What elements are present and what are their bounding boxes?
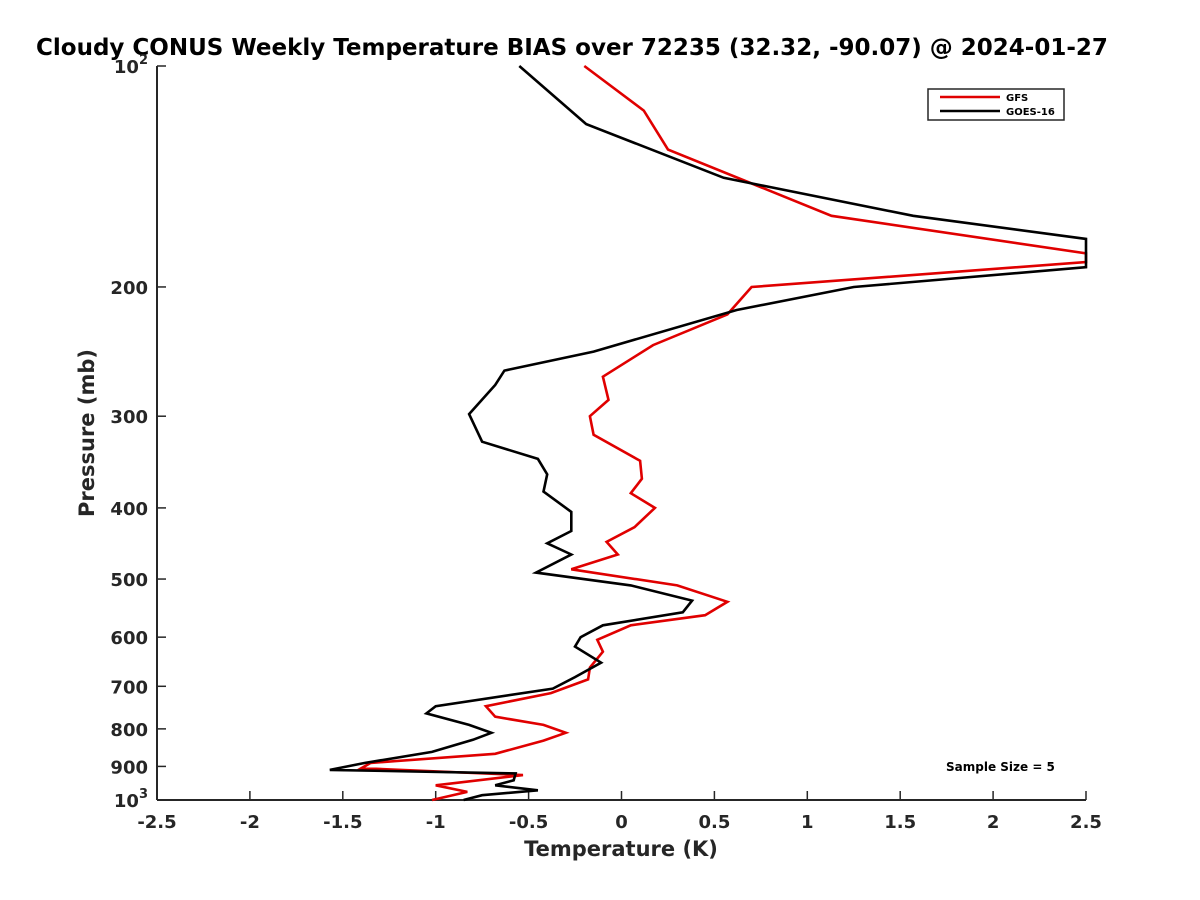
x-tick-label: -0.5 [509, 812, 548, 833]
y-tick-label: 900 [110, 757, 148, 778]
series-layer [329, 64, 1088, 802]
legend-box [927, 88, 1065, 121]
x-axis-label: Temperature (K) [524, 837, 718, 861]
y-tick-label: 400 [110, 499, 148, 520]
series-line-gfs [356, 64, 1088, 802]
x-tick-label: -2.5 [137, 812, 176, 833]
legend-label-goes-16: GOES-16 [1006, 107, 1055, 118]
x-tick-label: -1.5 [323, 812, 362, 833]
legend: GFS GOES-16 [927, 88, 1065, 121]
y-tick-label: 700 [110, 677, 148, 698]
y-tick-label: 500 [110, 570, 148, 591]
x-tick-label: 2 [987, 812, 1000, 833]
legend-label-gfs: GFS [1006, 93, 1028, 104]
x-tick-label: -1 [426, 812, 446, 833]
x-tick-label: 0 [615, 812, 628, 833]
x-tick-label: 0.5 [698, 812, 730, 833]
x-axis-ticks: -2.5 -2 -1.5 -1 -0.5 0 0.5 1 1.5 2 2.5 [137, 791, 1102, 833]
series-line-goes-16 [329, 65, 1088, 802]
y-tick-label: 103 [114, 787, 148, 812]
y-axis-ticks: 102 200 300 400 500 600 700 800 900 103 [110, 53, 166, 812]
x-tick-label: 1 [801, 812, 814, 833]
sample-size-annotation: Sample Size = 5 [946, 760, 1055, 774]
x-tick-label: 2.5 [1070, 812, 1102, 833]
y-tick-label: 600 [110, 628, 148, 649]
x-tick-label: -2 [240, 812, 260, 833]
y-tick-label: 300 [110, 407, 148, 428]
y-tick-label: 102 [114, 53, 148, 78]
y-axis-label: Pressure (mb) [75, 349, 99, 517]
y-tick-label: 800 [110, 720, 148, 741]
x-tick-label: 1.5 [884, 812, 916, 833]
chart-title: Cloudy CONUS Weekly Temperature BIAS ove… [36, 35, 1108, 61]
y-tick-label: 200 [110, 278, 148, 299]
